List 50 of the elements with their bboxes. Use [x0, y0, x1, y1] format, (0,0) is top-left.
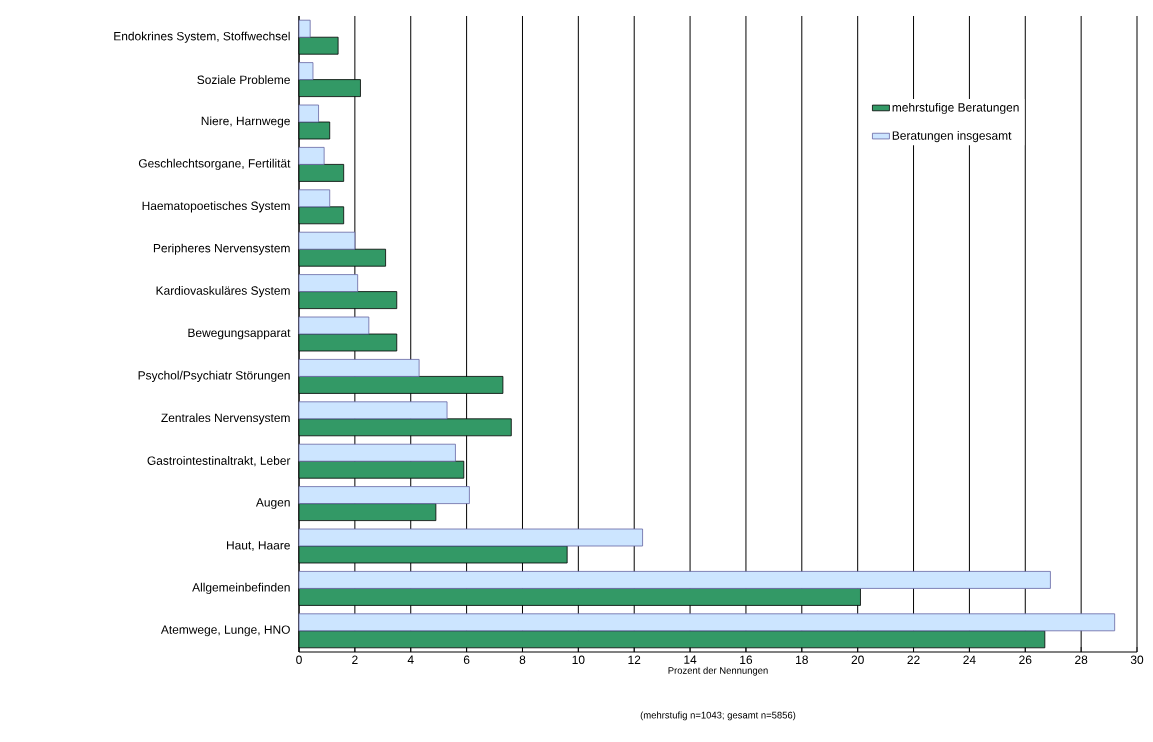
x-tick-label: 24 — [963, 655, 976, 664]
bar — [298, 189, 331, 208]
y-tick-label: Peripheres Nervensystem — [153, 243, 290, 255]
y-tick-label: Gastrointestinaltrakt, Leber — [147, 456, 291, 467]
y-tick-label: Soziale Probleme — [197, 75, 290, 84]
bar — [298, 104, 319, 123]
bar — [298, 443, 456, 462]
y-tick-label: Kardiovaskuläres System — [156, 286, 290, 298]
x-tick-label: 30 — [1130, 655, 1144, 664]
y-tick-label: Allgemeinbefinden — [192, 582, 290, 594]
x-tick-label: 2 — [352, 655, 358, 664]
y-tick-label: Niere, Harnwege — [201, 116, 290, 128]
text: (mehrstufig n=1043; gesamt n=5856) — [640, 711, 796, 721]
bar — [298, 486, 470, 505]
x-tick-label: 22 — [907, 655, 920, 664]
x-tick-label: 0 — [296, 655, 302, 664]
bar — [298, 316, 370, 335]
x-tick-label: 18 — [796, 655, 808, 664]
y-tick-label: Geschlechtsorgane, Fertilität — [138, 158, 291, 170]
x-tick-label: 26 — [1019, 655, 1032, 664]
x-tick-label: 8 — [519, 655, 526, 664]
y-tick-label: Bewegungsapparat — [188, 328, 291, 340]
bar — [298, 613, 1116, 632]
legend-label: mehrstufige Beratungen — [892, 102, 1019, 115]
y-tick-label: Haematopoetisches System — [142, 201, 290, 213]
x-tick-label: 14 — [684, 655, 697, 664]
bar — [298, 359, 420, 377]
x-tick-label: 20 — [851, 655, 864, 664]
bar — [298, 231, 356, 250]
x-tick-label: 10 — [572, 655, 585, 664]
bar — [298, 147, 325, 165]
x-tick-label: 12 — [628, 655, 641, 664]
y-tick-label: Atemwege, Lunge, HNO — [160, 625, 290, 637]
x-axis-title: Prozent der Nennungen — [668, 666, 768, 676]
y-tick-label: Zentrales Nervensystem — [161, 413, 290, 425]
bar — [298, 274, 359, 293]
y-tick-label: Psychol/Psychiatr Störungen — [138, 370, 290, 382]
x-tick-label: 4 — [407, 655, 414, 664]
x-tick-label: 16 — [740, 655, 753, 664]
bar — [298, 401, 448, 420]
y-tick-label: Endokrines System, Stoffwechsel — [114, 31, 290, 43]
x-tick-label: 28 — [1075, 655, 1088, 664]
bar — [298, 528, 643, 547]
y-tick-label: Augen — [255, 498, 290, 509]
bar — [298, 571, 1051, 589]
bar — [298, 62, 314, 80]
y-tick-label: Haut, Haare — [227, 541, 290, 551]
bar — [298, 19, 311, 38]
x-tick-label: 6 — [463, 655, 470, 664]
legend-label: Beratungen insgesamt — [892, 131, 1012, 143]
